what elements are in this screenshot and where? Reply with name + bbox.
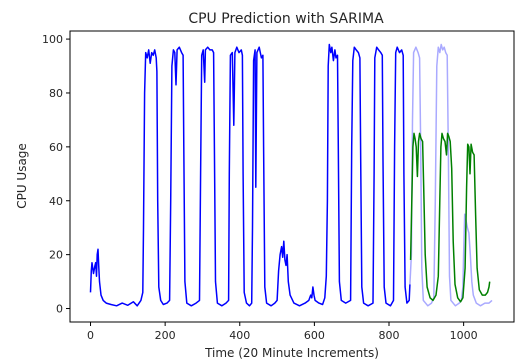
y-axis: 0 20 40 60 80 100 [42,33,70,316]
series-line-actual-overlay [409,43,493,307]
x-tick-label: 200 [155,329,176,342]
x-tick-label: 400 [229,329,250,342]
y-tick-label: 80 [49,87,63,100]
x-tick-label: 600 [304,329,325,342]
y-axis-label: CPU Usage [15,143,29,209]
series-line-forecast [409,132,491,303]
x-tick-label: 0 [87,329,94,342]
chart-title: CPU Prediction with SARIMA [188,11,384,27]
x-tick-label: 1000 [450,329,478,342]
y-tick-label: 20 [49,249,63,262]
y-tick-label: 40 [49,195,63,208]
y-tick-label: 0 [56,303,63,316]
x-axis-label: Time (20 Minute Increments) [204,346,379,360]
y-tick-label: 60 [49,141,63,154]
x-axis: 0 200 400 600 800 1000 [87,322,478,342]
plot-lines [89,43,493,307]
axes-frame [69,30,515,323]
y-tick-label: 100 [42,33,63,46]
series-line-history [89,43,411,307]
x-tick-label: 800 [379,329,400,342]
